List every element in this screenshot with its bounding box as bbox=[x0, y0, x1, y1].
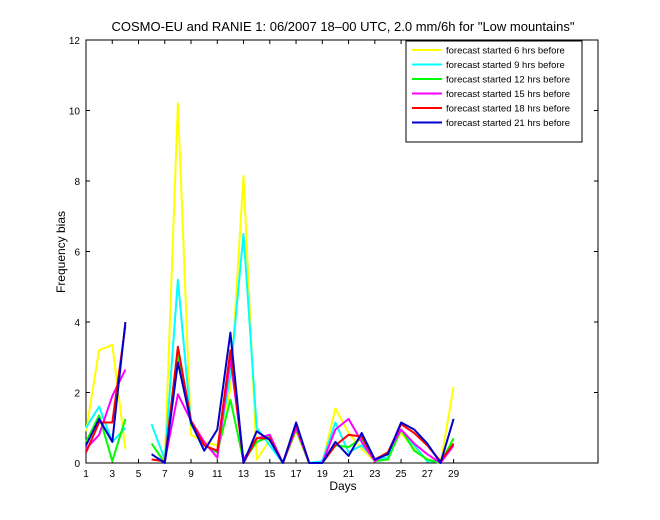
series-line-forecast-started-12-hrs-before bbox=[85, 414, 127, 463]
x-tick-label: 3 bbox=[109, 469, 115, 480]
legend-box bbox=[405, 40, 583, 143]
x-tick-label: 25 bbox=[396, 469, 408, 480]
y-axis-label: Frequency bias bbox=[54, 211, 68, 293]
x-tick-label: 9 bbox=[188, 469, 194, 480]
x-tick-label: 11 bbox=[212, 469, 223, 480]
x-tick-label: 1 bbox=[83, 469, 89, 480]
x-tick-label: 7 bbox=[162, 469, 168, 480]
y-tick-label: 0 bbox=[74, 459, 80, 470]
legend: forecast started 6 hrs before forecast st… bbox=[405, 40, 583, 143]
x-tick-label: 17 bbox=[290, 469, 302, 480]
x-tick-label: 15 bbox=[264, 469, 276, 480]
legend-label: forecast started 15 hrs before bbox=[446, 89, 570, 100]
legend-label: forecast started 21 hrs before bbox=[446, 118, 570, 129]
x-tick-label: 19 bbox=[317, 469, 329, 480]
x-tick-label: 5 bbox=[136, 469, 142, 480]
legend-label: forecast started 18 hrs before bbox=[446, 104, 570, 115]
legend-label: forecast started 12 hrs before bbox=[446, 75, 570, 86]
x-axis-label: Days bbox=[329, 479, 356, 493]
series-line-forecast-started-6-hrs-before bbox=[85, 343, 127, 450]
chart-title: COSMO-EU and RANIE 1: 06/2007 18–00 UTC,… bbox=[112, 19, 575, 34]
y-tick-label: 10 bbox=[69, 107, 81, 118]
legend-label: forecast started 9 hrs before bbox=[446, 60, 565, 71]
y-tick-label: 2 bbox=[74, 389, 80, 400]
y-tick-label: 8 bbox=[74, 177, 80, 188]
legend-label: forecast started 6 hrs before bbox=[446, 46, 565, 57]
x-tick-label: 23 bbox=[369, 469, 381, 480]
x-tick-label: 27 bbox=[422, 469, 434, 480]
y-tick-label: 6 bbox=[74, 248, 80, 259]
series-line-forecast-started-9-hrs-before bbox=[85, 405, 127, 443]
y-tick-label: 12 bbox=[69, 36, 81, 47]
series-line-forecast-started-21-hrs-before bbox=[85, 321, 127, 446]
x-tick-label: 13 bbox=[238, 469, 250, 480]
series-line-forecast-started-21-hrs-before bbox=[151, 331, 455, 464]
y-tick-label: 4 bbox=[74, 318, 80, 329]
x-tick-label: 21 bbox=[343, 469, 355, 480]
x-tick-label: 29 bbox=[448, 469, 460, 480]
